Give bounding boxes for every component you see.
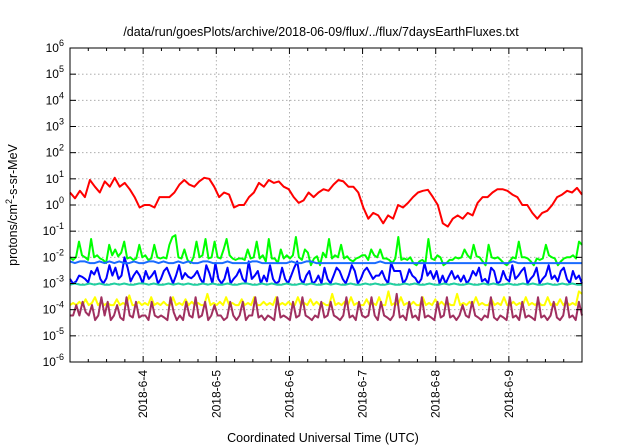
series-line-6 xyxy=(69,290,583,307)
y-tick-label-base: 10 xyxy=(43,355,57,369)
y-tick-label-base: 10 xyxy=(46,41,60,55)
y-tick-label-base: 10 xyxy=(43,250,57,264)
y-tick-label-exp: 2 xyxy=(59,143,64,153)
grid-lines xyxy=(70,48,582,362)
series-line-4 xyxy=(69,260,582,265)
y-tick-label: 10-5 xyxy=(43,326,64,343)
series-line-5 xyxy=(69,282,582,286)
series-line-1 xyxy=(69,176,583,228)
y-tick-label-base: 10 xyxy=(46,172,60,186)
y-tick-label-base: 10 xyxy=(43,224,57,238)
series-line-2 xyxy=(69,234,583,267)
x-tick-label: 2018-6-6 xyxy=(282,370,296,418)
y-tick-label: 103 xyxy=(46,117,64,134)
x-axis-label: Coordinated Universal Time (UTC) xyxy=(227,431,419,445)
y-tick-label-base: 10 xyxy=(46,146,60,160)
y-tick-label: 102 xyxy=(46,143,64,160)
y-axis-label-base: protons/cm xyxy=(6,204,20,266)
x-tick-label: 2018-6-9 xyxy=(502,370,516,418)
x-tick-label: 2018-6-5 xyxy=(209,370,223,418)
y-tick-label-exp: 6 xyxy=(59,38,64,48)
y-tick-label: 104 xyxy=(46,90,64,107)
series-line-3 xyxy=(69,256,583,285)
y-tick-label: 10-2 xyxy=(43,247,64,264)
series-layer xyxy=(69,176,583,322)
y-tick-label: 10-4 xyxy=(43,300,64,317)
y-axis-label-sup: 2 xyxy=(4,199,14,204)
y-tick-label-base: 10 xyxy=(46,67,60,81)
y-tick-label-exp: -4 xyxy=(56,300,64,310)
y-tick-label: 105 xyxy=(46,64,64,81)
y-tick-label-exp: -1 xyxy=(56,221,64,231)
chart-title: /data/run/goesPlots/archive/2018-06-09/f… xyxy=(123,25,519,39)
y-tick-label-base: 10 xyxy=(46,120,60,134)
y-tick-label: 10-6 xyxy=(43,352,64,369)
y-tick-label-exp: 4 xyxy=(59,90,64,100)
y-tick-label: 10-3 xyxy=(43,274,64,291)
y-tick-label-exp: 3 xyxy=(59,117,64,127)
y-tick-label: 101 xyxy=(46,169,64,186)
y-tick-label-exp: 1 xyxy=(59,169,64,179)
y-tick-label: 10-1 xyxy=(43,221,64,238)
y-tick-label: 100 xyxy=(46,195,64,212)
x-tick-label: 2018-6-4 xyxy=(136,370,150,418)
y-tick-label-base: 10 xyxy=(43,303,57,317)
y-tick-label-base: 10 xyxy=(43,277,57,291)
x-tick-label: 2018-6-8 xyxy=(429,370,443,418)
y-tick-label: 106 xyxy=(46,38,64,55)
y-tick-label-exp: -6 xyxy=(56,352,64,362)
y-tick-label-exp: 5 xyxy=(59,64,64,74)
y-tick-label-exp: 0 xyxy=(59,195,64,205)
y-tick-label-exp: -3 xyxy=(56,274,64,284)
y-tick-label-base: 10 xyxy=(46,93,60,107)
y-axis-label-rest: -s-sr-MeV xyxy=(6,143,20,199)
y-tick-label-exp: -5 xyxy=(56,326,64,336)
x-tick-label: 2018-6-7 xyxy=(356,370,370,418)
y-tick-label-base: 10 xyxy=(46,198,60,212)
y-tick-label-base: 10 xyxy=(43,329,57,343)
y-axis-ticks: 10-610-510-410-310-210-11001011021031041… xyxy=(43,38,582,369)
y-axis-label: protons/cm2-s-sr-MeV xyxy=(4,143,20,265)
x-axis-ticks: 2018-6-4 2018-6-5 2018-6-6 2018-6-7 2018-6-8… xyxy=(87,48,565,418)
series-line-7 xyxy=(70,292,583,322)
y-tick-label-exp: -2 xyxy=(56,247,64,257)
